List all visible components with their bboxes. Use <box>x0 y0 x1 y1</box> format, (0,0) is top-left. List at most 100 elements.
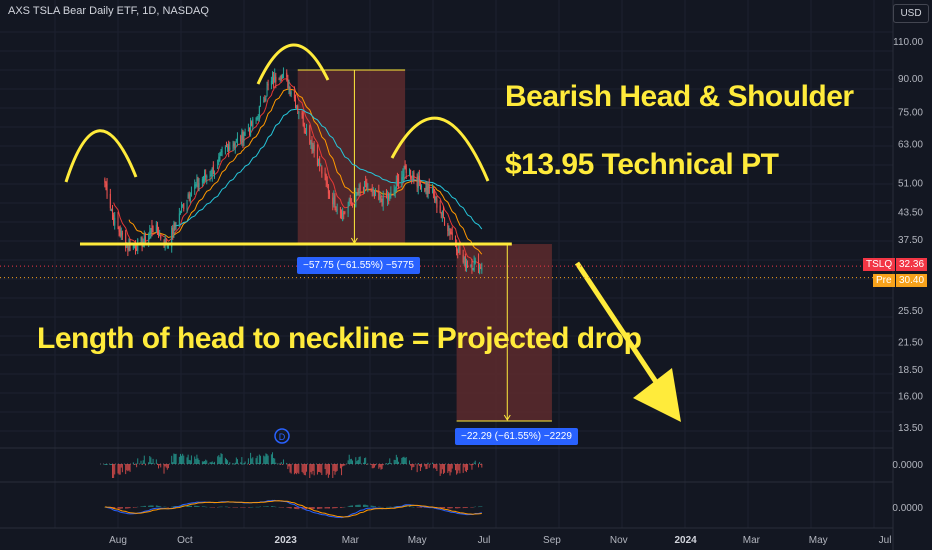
candle <box>344 211 346 213</box>
momentum-bar <box>341 464 343 476</box>
momentum-bar <box>457 464 459 474</box>
momentum-bar <box>110 464 112 465</box>
candle <box>248 130 250 134</box>
macd-histogram-bar <box>225 506 227 508</box>
candle <box>427 186 429 194</box>
candle <box>481 268 483 271</box>
momentum-bar <box>295 464 297 474</box>
candle <box>112 208 114 214</box>
candle <box>319 158 321 166</box>
candle <box>136 248 138 251</box>
macd-histogram-bar <box>172 506 174 508</box>
candle <box>178 213 180 227</box>
macd-histogram-bar <box>303 507 305 510</box>
momentum-bar <box>435 464 437 469</box>
candle <box>256 116 258 120</box>
momentum-bar <box>228 463 230 465</box>
momentum-bar <box>298 464 300 474</box>
time-tick-label: Nov <box>610 535 628 546</box>
momentum-bar <box>132 462 134 464</box>
candle <box>417 175 419 188</box>
momentum-bar <box>282 459 284 464</box>
momentum-bar <box>201 461 203 464</box>
momentum-bar <box>464 464 466 472</box>
candle <box>275 76 277 82</box>
candle <box>390 191 392 195</box>
momentum-bar <box>251 458 253 464</box>
candle <box>183 203 185 209</box>
macd-histogram-bar <box>471 507 473 508</box>
macd-histogram-bar <box>373 506 375 507</box>
macd-histogram-bar <box>335 507 337 509</box>
momentum-bar <box>362 462 364 464</box>
macd-histogram-bar <box>447 507 449 509</box>
macd-histogram-bar <box>141 506 143 507</box>
macd-histogram-bar <box>464 507 466 509</box>
momentum-bar <box>459 464 461 474</box>
projection-zone <box>456 244 552 421</box>
macd-tick-label: 0.0000 <box>892 503 923 514</box>
momentum-bar <box>417 463 419 465</box>
momentum-tick-label: 0.0000 <box>892 460 923 471</box>
macd-histogram-bar <box>411 506 413 508</box>
measure-zones <box>297 69 552 422</box>
momentum-bar <box>318 464 320 472</box>
candle <box>264 98 266 101</box>
macd-histogram-bar <box>450 507 452 509</box>
macd-histogram-bar <box>339 507 341 508</box>
momentum-bar <box>419 464 421 472</box>
macd-histogram-bar <box>198 506 200 507</box>
macd-histogram-bar <box>394 506 396 507</box>
premarket-label-tag: Pre <box>873 274 895 287</box>
indicator-panes: D <box>100 428 484 519</box>
macd-histogram-bar <box>121 507 123 509</box>
momentum-bar <box>326 464 328 474</box>
candle <box>272 76 274 80</box>
momentum-bar <box>247 458 249 464</box>
macd-histogram-bar <box>293 507 295 509</box>
macd-histogram-bar <box>324 507 326 509</box>
price-tick-label: 110.00 <box>893 37 923 48</box>
macd-histogram-bar <box>344 506 346 508</box>
candle <box>311 141 313 150</box>
macd-histogram-bar <box>119 507 121 509</box>
macd-histogram-bar <box>187 505 189 507</box>
momentum-bar <box>396 457 398 464</box>
projection-arrowhead <box>503 414 511 421</box>
macd-histogram-bar <box>297 507 299 510</box>
signal-line <box>104 500 482 518</box>
pattern-drawings <box>0 43 893 422</box>
momentum-bar <box>182 453 184 464</box>
candle <box>255 117 257 120</box>
momentum-bar <box>129 464 131 472</box>
macd-histogram-bar <box>379 506 381 508</box>
candle <box>144 236 146 242</box>
candle <box>467 266 469 268</box>
macd-histogram-bar <box>128 507 130 509</box>
candle <box>172 228 174 235</box>
macd-histogram-bar <box>142 506 144 507</box>
macd-histogram-bar <box>417 507 419 508</box>
currency-button[interactable]: USD <box>893 4 929 23</box>
momentum-bar <box>133 464 135 465</box>
momentum-bar <box>178 456 180 464</box>
time-tick-label: Sep <box>543 535 561 546</box>
candle <box>371 189 373 191</box>
macd-histogram-bar <box>205 506 207 508</box>
candle <box>290 92 292 95</box>
momentum-bar <box>175 453 177 464</box>
momentum-bar <box>189 460 191 464</box>
candle <box>258 106 260 118</box>
momentum-bar <box>267 455 269 464</box>
price-tick-label: 16.00 <box>898 392 923 403</box>
candle <box>289 87 291 93</box>
momentum-bar <box>257 462 259 464</box>
candle <box>459 245 461 255</box>
candle <box>341 210 343 219</box>
macd-histogram-bar <box>165 506 167 508</box>
macd-histogram-bar <box>289 507 291 509</box>
macd-histogram-bar <box>480 506 482 507</box>
macd-histogram-bar <box>388 506 390 508</box>
candle <box>385 191 387 198</box>
